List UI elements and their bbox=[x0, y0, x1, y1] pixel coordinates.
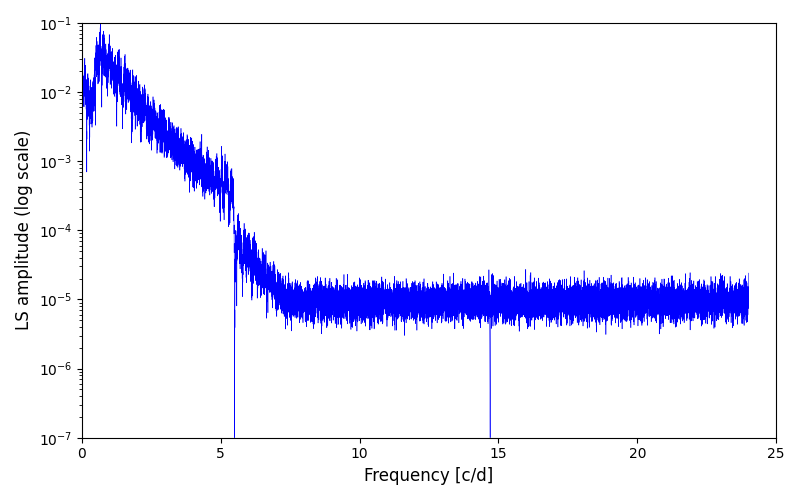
X-axis label: Frequency [c/d]: Frequency [c/d] bbox=[364, 467, 494, 485]
Y-axis label: LS amplitude (log scale): LS amplitude (log scale) bbox=[15, 130, 33, 330]
